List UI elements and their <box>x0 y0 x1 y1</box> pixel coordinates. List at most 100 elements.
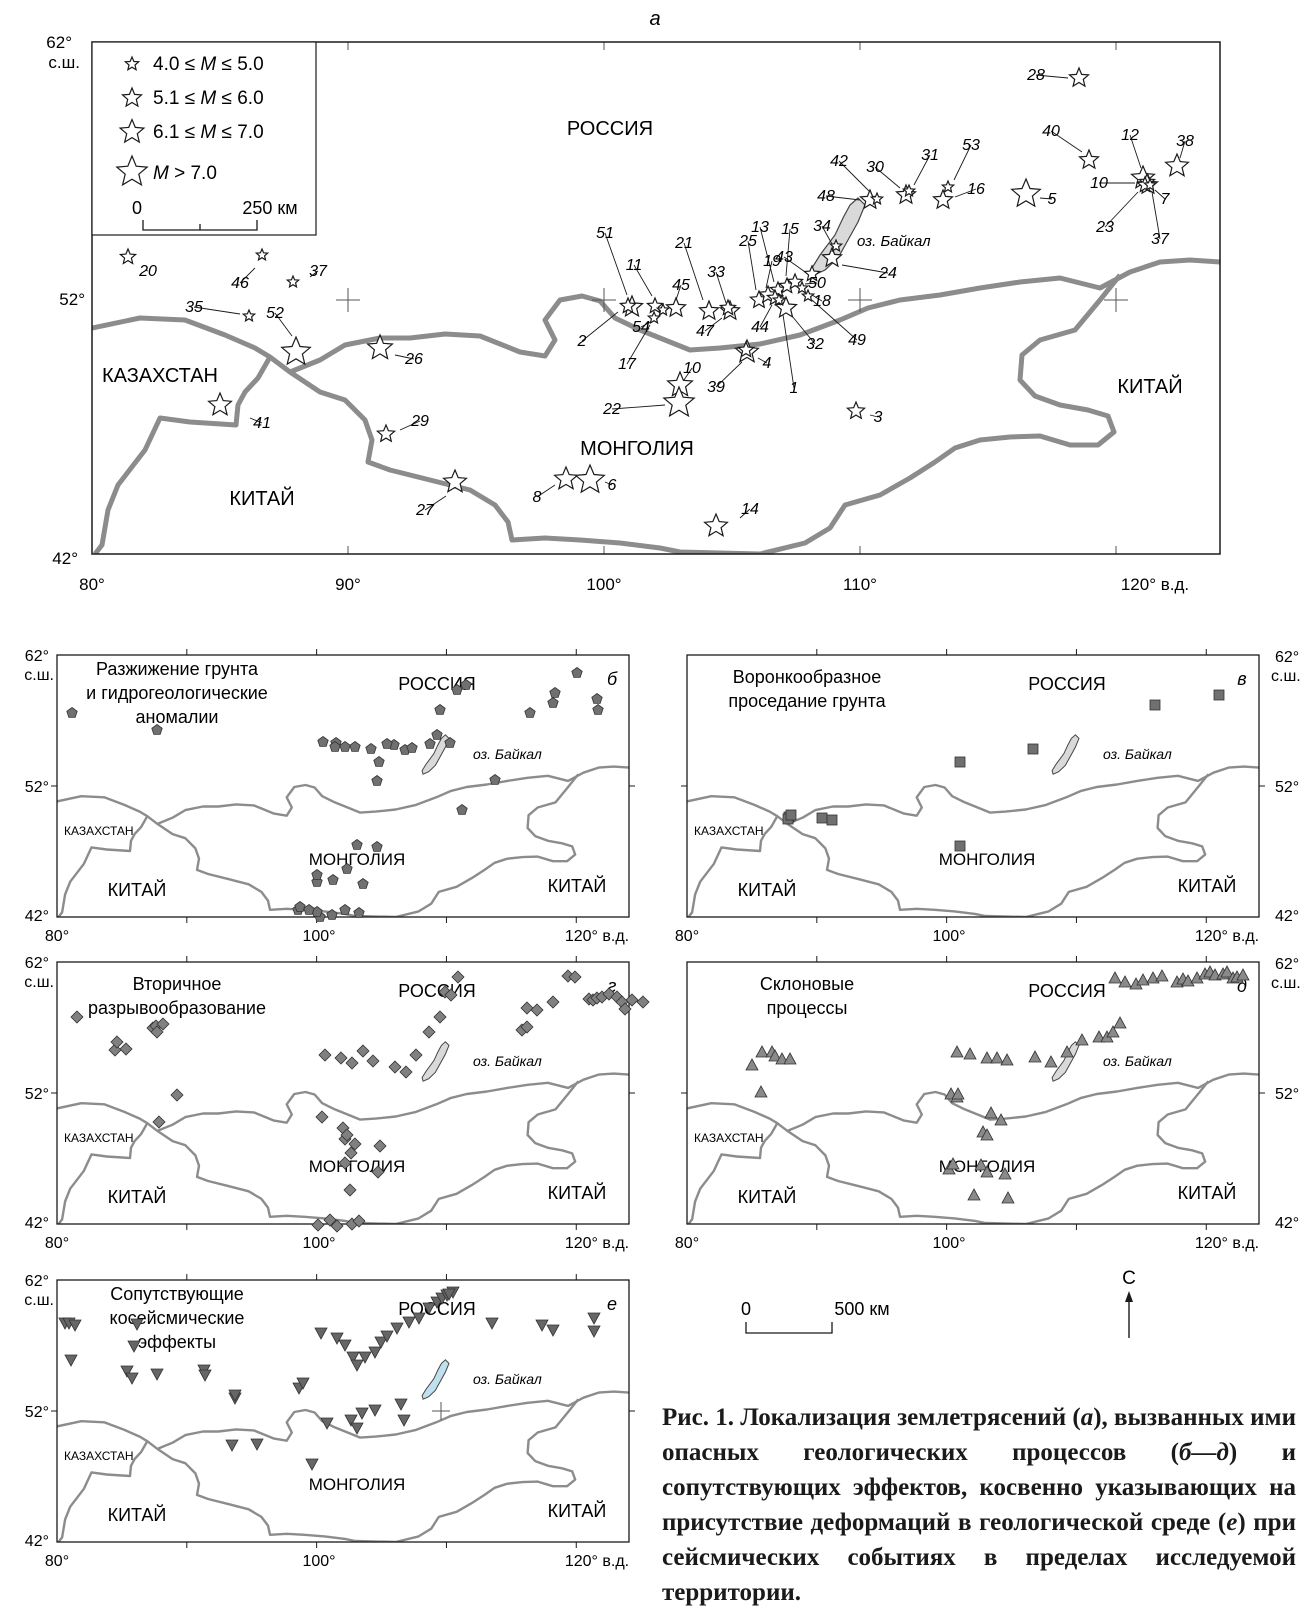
border-line <box>156 1080 580 1224</box>
triangle-down-marker <box>442 1288 456 1301</box>
lat-top-label: 62° <box>25 648 49 665</box>
diamond-marker <box>340 1128 354 1142</box>
lat-bottom-label: 42° <box>1275 1215 1299 1232</box>
diamond-marker <box>323 1213 337 1227</box>
triangle-down-marker <box>64 1354 78 1367</box>
triangle-marker <box>951 1087 965 1100</box>
triangle-down-marker <box>314 1327 328 1340</box>
diamond-marker <box>330 1219 344 1233</box>
diamond-marker <box>520 1001 534 1015</box>
border-line <box>57 1122 149 1224</box>
map-title-line: Вторичное <box>133 974 222 994</box>
marker-group <box>745 965 1250 1204</box>
pentagon-marker <box>66 707 78 718</box>
triangle-down-marker <box>412 1312 426 1325</box>
triangle-down-marker <box>127 1340 141 1353</box>
quake-leader-line <box>781 307 795 389</box>
lon-label-100: 100° <box>302 928 335 945</box>
quake-number-label: 18 <box>813 293 831 310</box>
triangle-marker <box>1075 1033 1089 1046</box>
quake-leader-line <box>759 304 773 328</box>
lon-label-80: 80° <box>675 1235 699 1252</box>
map-title-line: проседание грунта <box>728 691 886 711</box>
border-line <box>156 1398 580 1542</box>
label-kazakhstan: КАЗАХСТАН <box>694 824 764 838</box>
quake-number-label: 40 <box>1042 123 1060 140</box>
diamond-marker <box>311 1218 325 1232</box>
quake-leader-line <box>193 306 241 315</box>
quake-number-label: 30 <box>866 159 884 176</box>
pentagon-marker <box>592 704 604 715</box>
quake-leader-line <box>399 420 421 431</box>
quake-leader-line <box>604 232 628 296</box>
triangle-down-marker <box>338 1339 352 1352</box>
diamond-marker <box>334 1051 348 1065</box>
quake-number-label: 43 <box>775 249 793 266</box>
diamond-marker <box>343 1183 357 1197</box>
label-kazakhstan: КАЗАХСТАН <box>694 1131 764 1145</box>
quake-star-icon <box>207 391 233 416</box>
lon-label-100: 100° <box>302 1235 335 1252</box>
diamond-marker <box>152 1115 166 1129</box>
diamond-marker <box>546 995 560 1009</box>
pentagon-marker <box>371 775 383 786</box>
diamond-marker <box>636 995 650 1009</box>
quake-number-label: 21 <box>674 235 693 252</box>
quake-number-label: 27 <box>415 502 435 519</box>
triangle-marker <box>1000 1053 1014 1066</box>
legend-star-icon-1 <box>123 55 141 71</box>
lat-bottom-label: 42° <box>1275 908 1299 925</box>
lat-bottom-label: 42° <box>52 549 78 568</box>
main-frame <box>91 41 1221 555</box>
square-marker <box>954 840 966 852</box>
pentagon-marker <box>406 742 418 753</box>
label-russia: РОССИЯ <box>567 118 653 140</box>
triangle-down-marker <box>380 1330 394 1343</box>
pentagon-marker <box>547 697 559 708</box>
triangle-marker <box>755 1045 769 1058</box>
label-china-east: КИТАЙ <box>548 1182 607 1203</box>
triangle-down-marker <box>344 1414 358 1427</box>
quake-leader-line <box>1179 140 1186 159</box>
triangle-down-marker <box>422 1302 436 1315</box>
label-baikal: оз. Байкал <box>473 746 542 762</box>
quake-number-label: 41 <box>253 415 271 432</box>
lat-top-label: 62° <box>25 1273 49 1290</box>
triangle-marker <box>754 1085 768 1098</box>
panel-letter: в <box>1237 669 1246 689</box>
map-title-line: эффекты <box>138 1332 216 1352</box>
quake-leader-line <box>825 195 861 201</box>
border-line <box>156 773 580 917</box>
quake-leader-line <box>715 361 743 388</box>
quake-leader-line <box>581 311 619 342</box>
quake-number-label: 28 <box>1026 67 1045 84</box>
pentagon-marker <box>571 667 583 678</box>
diamond-marker <box>520 1020 534 1034</box>
border-line <box>687 815 779 917</box>
quake-leader-line <box>1129 134 1142 169</box>
pentagon-marker <box>549 687 561 698</box>
quake-star-icon <box>1078 148 1100 170</box>
lat-top-sub-label: с.ш. <box>48 53 80 72</box>
pentagon-marker <box>327 874 339 885</box>
triangle-marker <box>980 1128 994 1141</box>
lake-baikal <box>421 1359 450 1400</box>
pentagon-marker <box>311 869 323 880</box>
border-line <box>57 1390 629 1451</box>
triangle-marker <box>974 1158 988 1171</box>
triangle-down-marker <box>368 1346 382 1359</box>
diamond-marker <box>70 1010 84 1024</box>
triangle-down-marker <box>350 1359 364 1372</box>
small-map-1: Разжижение грунта и гидрогеологические ано… <box>24 648 635 945</box>
legend-star-icon-4 <box>115 154 149 187</box>
quake-leader-line <box>536 484 556 498</box>
legend-box: 4.0 ≤ M ≤ 5.0 5.1 ≤ M ≤ 6.0 6.1 ≤ M ≤ 7.… <box>91 41 317 236</box>
quake-number-label: 48 <box>817 188 835 205</box>
quake-leader-line <box>1104 191 1139 228</box>
quake-star-icon <box>241 308 257 323</box>
quake-number-label: 24 <box>878 265 897 282</box>
quake-number-label: 6 <box>608 477 617 494</box>
lake-baikal <box>1051 1041 1080 1082</box>
quake-number-label: 23 <box>1095 219 1114 236</box>
pentagon-marker <box>294 901 306 912</box>
